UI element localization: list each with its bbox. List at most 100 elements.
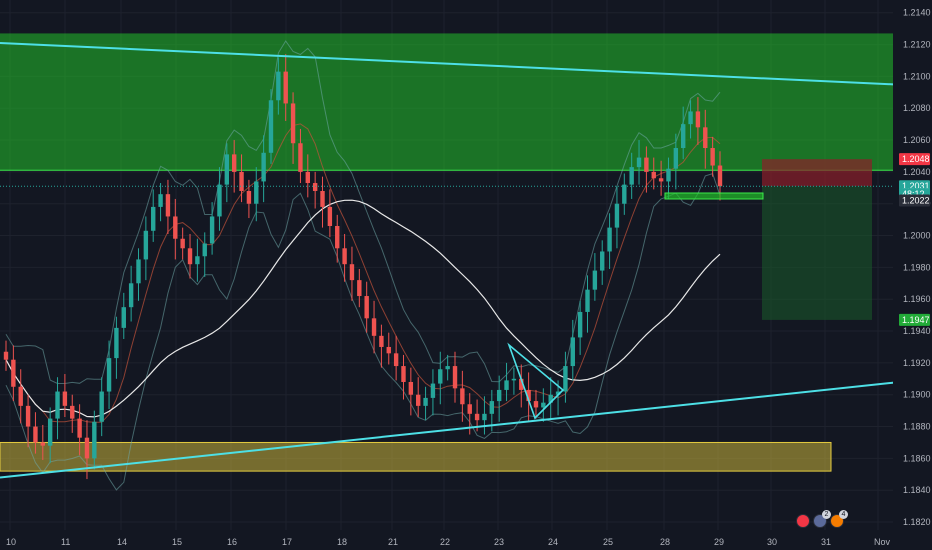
candle-body (526, 389, 531, 402)
y-tick-label: 1.2140 (903, 8, 931, 18)
candle-body (408, 381, 414, 395)
candle-body (231, 154, 237, 172)
candle-body (106, 358, 112, 392)
candle-body (70, 405, 75, 419)
candle (636, 140, 642, 185)
candle (92, 410, 97, 470)
upper-trendline (0, 41, 894, 86)
candle-body (423, 397, 428, 406)
candle (622, 173, 627, 215)
candle (298, 128, 303, 184)
candle (180, 227, 185, 260)
triangle-pattern (507, 342, 565, 420)
candle-body (239, 171, 244, 191)
candle (600, 240, 605, 285)
y-axis: 1.2140 1.2120 1.2100 1.2080 1.2060 1.2040 1.20… (893, 0, 932, 550)
x-tick-label: Nov (874, 537, 891, 547)
y-axis-bg (893, 0, 932, 550)
y-tick-label: 1.1920 (903, 358, 931, 368)
candle (305, 154, 310, 198)
candle (563, 351, 568, 403)
candle (371, 300, 377, 354)
candle (379, 324, 384, 368)
candle-body (474, 413, 480, 421)
zones (0, 33, 893, 472)
candle (482, 396, 487, 435)
flag-icon[interactable] (796, 514, 810, 528)
candle-body (563, 366, 568, 392)
candle-body (195, 256, 200, 265)
candle-body (416, 394, 421, 406)
price-badge-bg (899, 194, 930, 207)
candle (25, 394, 31, 448)
candle-body (11, 359, 16, 387)
support-zone (0, 441, 832, 472)
candle (416, 377, 421, 417)
y-tick-label: 1.2040 (903, 167, 931, 177)
candle-body (158, 194, 163, 207)
candle (349, 246, 355, 301)
candle-body (688, 111, 693, 125)
x-tick-label: 30 (767, 537, 777, 547)
candle (452, 351, 458, 403)
candle (62, 374, 68, 417)
candle (548, 377, 553, 421)
candle-body (364, 296, 369, 319)
candle-body (136, 259, 141, 284)
candle-body (290, 103, 296, 144)
candle (128, 265, 134, 322)
candle (717, 151, 723, 201)
candle (445, 354, 450, 381)
event-icons: 2 4 (796, 510, 848, 528)
stop-loss-area (762, 159, 872, 187)
candle-body (636, 157, 642, 168)
candle (195, 238, 200, 282)
candle-body (600, 251, 605, 271)
candle (3, 340, 9, 371)
candle-body (452, 366, 458, 389)
candle-body (84, 437, 90, 459)
candle-body (438, 369, 443, 384)
y-tick-label: 1.2080 (903, 103, 931, 113)
candle-body (504, 380, 509, 390)
candle-body (519, 378, 524, 390)
candle (570, 319, 575, 381)
candle-body (548, 394, 553, 403)
candle (202, 232, 207, 277)
candle (320, 176, 325, 228)
candle-body (128, 283, 134, 308)
candle (47, 407, 53, 464)
candle-body (99, 391, 104, 422)
candle-body (555, 391, 561, 395)
candle-body (327, 206, 333, 227)
candle (209, 202, 215, 255)
candle (460, 370, 465, 422)
candle (158, 183, 163, 222)
y-tick-label: 1.1840 (903, 485, 931, 495)
candle-body (202, 243, 207, 257)
y-tick-label: 1.1960 (903, 294, 931, 304)
candle (614, 186, 620, 249)
candle (592, 253, 598, 301)
candle (151, 189, 156, 242)
candle (312, 171, 318, 209)
candle (327, 189, 333, 238)
x-tick-label: 17 (282, 537, 292, 547)
candle (519, 364, 524, 408)
events-icon[interactable]: 2 (813, 510, 831, 528)
candle (658, 160, 664, 196)
candle (165, 179, 171, 234)
candle (254, 167, 259, 222)
x-tick-label: 29 (714, 537, 724, 547)
candle (55, 377, 60, 440)
candle-body (357, 280, 362, 297)
candle (401, 354, 406, 400)
y-tick-label: 1.2060 (903, 135, 931, 145)
x-tick-label: 15 (172, 537, 182, 547)
earnings-icon[interactable]: 4 (830, 510, 848, 528)
candle (526, 372, 531, 422)
candle (283, 54, 288, 121)
candle-body (335, 226, 340, 249)
